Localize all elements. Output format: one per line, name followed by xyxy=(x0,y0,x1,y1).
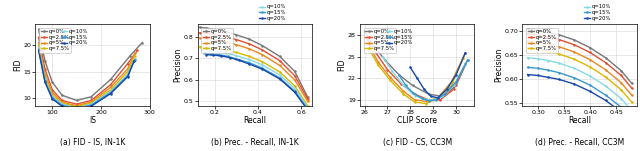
Title: (c) FID - CS, CC3M: (c) FID - CS, CC3M xyxy=(383,138,452,147)
X-axis label: Recall: Recall xyxy=(568,116,591,125)
Legend: q=10%, q=15%, q=20%: q=10%, q=15%, q=20% xyxy=(384,28,415,47)
X-axis label: Recall: Recall xyxy=(243,116,266,125)
Title: (b) Prec. - Recall, IN-1K: (b) Prec. - Recall, IN-1K xyxy=(211,138,299,147)
Y-axis label: Precision: Precision xyxy=(494,48,503,82)
Legend: q=10%, q=15%, q=20%: q=10%, q=15%, q=20% xyxy=(60,28,90,47)
Y-axis label: FID: FID xyxy=(337,59,346,71)
Title: (a) FID - IS, IN-1K: (a) FID - IS, IN-1K xyxy=(60,138,125,147)
Legend: q=10%, q=15%, q=20%: q=10%, q=15%, q=20% xyxy=(582,3,612,22)
Y-axis label: FID: FID xyxy=(13,59,22,71)
X-axis label: CLIP Score: CLIP Score xyxy=(397,116,437,125)
Y-axis label: Precision: Precision xyxy=(173,48,182,82)
Legend: q=10%, q=15%, q=20%: q=10%, q=15%, q=20% xyxy=(257,3,288,22)
X-axis label: IS: IS xyxy=(89,116,96,125)
Title: (d) Prec. - Recall, CC3M: (d) Prec. - Recall, CC3M xyxy=(535,138,624,147)
